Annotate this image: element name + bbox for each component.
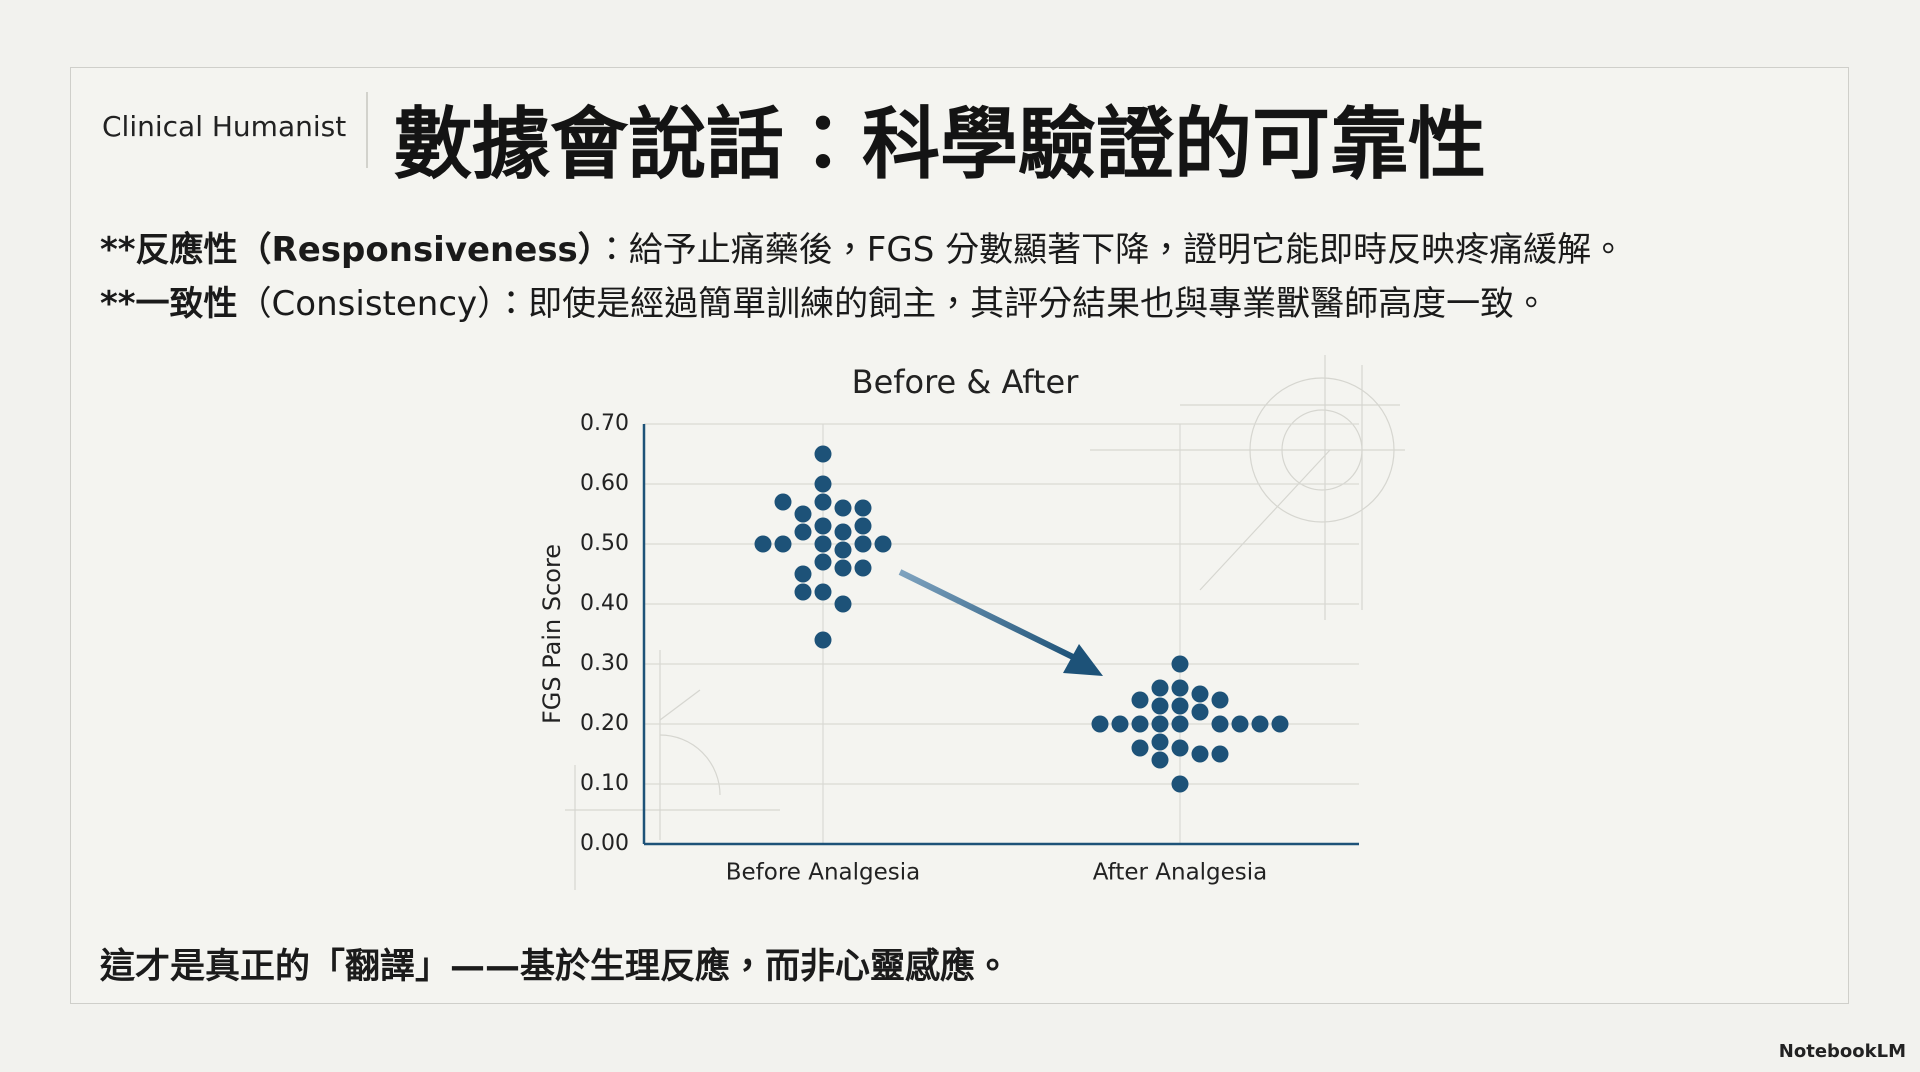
data-point xyxy=(1091,715,1109,733)
y-tick-label: 0.30 xyxy=(580,651,629,676)
x-tick-label: Before Analgesia xyxy=(726,860,921,886)
data-point xyxy=(834,559,852,577)
data-point xyxy=(794,583,812,601)
data-point xyxy=(854,499,872,517)
data-point xyxy=(854,517,872,535)
data-point xyxy=(754,535,772,553)
data-point xyxy=(814,583,832,601)
data-point xyxy=(1171,775,1189,793)
y-tick-label: 0.40 xyxy=(580,591,629,616)
data-point xyxy=(1211,715,1229,733)
data-point xyxy=(814,493,832,511)
data-point xyxy=(794,565,812,583)
data-point xyxy=(1151,715,1169,733)
slide-title: 數據會說話：科學驗證的可靠性 xyxy=(394,99,1487,190)
divider xyxy=(366,92,368,168)
bullet-text: ：給予止痛藥後，FGS 分數顯著下降，證明它能即時反映疼痛緩解。 xyxy=(594,230,1626,270)
data-point xyxy=(814,535,832,553)
data-point xyxy=(1151,697,1169,715)
data-point xyxy=(1171,739,1189,757)
data-point xyxy=(834,541,852,559)
data-point xyxy=(1171,679,1189,697)
data-point xyxy=(1131,715,1149,733)
data-point xyxy=(1151,751,1169,769)
bullet-label: **反應性（Responsiveness） xyxy=(100,230,595,270)
data-point xyxy=(1151,733,1169,751)
data-point xyxy=(1171,715,1189,733)
data-point xyxy=(854,535,872,553)
data-point xyxy=(1111,715,1129,733)
data-point xyxy=(1191,703,1209,721)
data-point xyxy=(814,445,832,463)
data-point xyxy=(834,595,852,613)
y-tick-label: 0.10 xyxy=(580,771,629,796)
bullet: **一致性（Consistency）：即使是經過簡單訓練的飼主，其評分結果也與專… xyxy=(100,276,1548,325)
data-point xyxy=(1211,745,1229,763)
plot-area: 0.00 0.10 0.20 0.30 0.40 0.50 0.60 0.70 Before A… xyxy=(580,411,1359,886)
data-point xyxy=(774,535,792,553)
y-tick-label: 0.60 xyxy=(580,471,629,496)
data-point xyxy=(1231,715,1249,733)
y-axis-label: FGS Pain Score xyxy=(538,544,566,724)
data-point xyxy=(814,475,832,493)
y-tick-label: 0.50 xyxy=(580,531,629,556)
data-point xyxy=(1251,715,1269,733)
data-point xyxy=(854,559,872,577)
data-point xyxy=(814,553,832,571)
chart-title: Before & After xyxy=(852,363,1080,401)
data-point xyxy=(1211,691,1229,709)
slide-frame xyxy=(70,67,1849,1004)
data-point xyxy=(1131,739,1149,757)
trend-arrow xyxy=(898,569,1077,661)
data-point xyxy=(814,631,832,649)
data-point xyxy=(1151,679,1169,697)
data-point xyxy=(1131,691,1149,709)
data-point xyxy=(1271,715,1289,733)
data-point xyxy=(814,517,832,535)
y-tick-label: 0.00 xyxy=(580,831,629,856)
brand: Clinical Humanist xyxy=(102,110,347,143)
bullet-label: **一致性 xyxy=(100,284,238,324)
bullet: **反應性（Responsiveness）：給予止痛藥後，FGS 分數顯著下降，… xyxy=(100,222,1625,271)
y-tick-label: 0.70 xyxy=(580,411,629,436)
data-point xyxy=(1171,697,1189,715)
footer-text: 這才是真正的「翻譯」——基於生理反應，而非心靈感應。 xyxy=(100,947,1011,987)
data-point xyxy=(834,523,852,541)
x-tick-label: After Analgesia xyxy=(1093,860,1268,886)
data-point xyxy=(774,493,792,511)
decoration xyxy=(565,355,1405,890)
data-point xyxy=(1171,655,1189,673)
data-point xyxy=(874,535,892,553)
bullet-text: （Consistency）：即使是經過簡單訓練的飼主，其評分結果也與專業獸醫師高… xyxy=(237,284,1549,324)
watermark: NotebookLM xyxy=(1778,1041,1906,1062)
trend-arrowhead xyxy=(1063,644,1103,676)
data-point xyxy=(1191,685,1209,703)
data-point xyxy=(1191,745,1209,763)
data-point xyxy=(794,505,812,523)
data-point xyxy=(794,523,812,541)
data-point xyxy=(834,499,852,517)
y-tick-label: 0.20 xyxy=(580,711,629,736)
